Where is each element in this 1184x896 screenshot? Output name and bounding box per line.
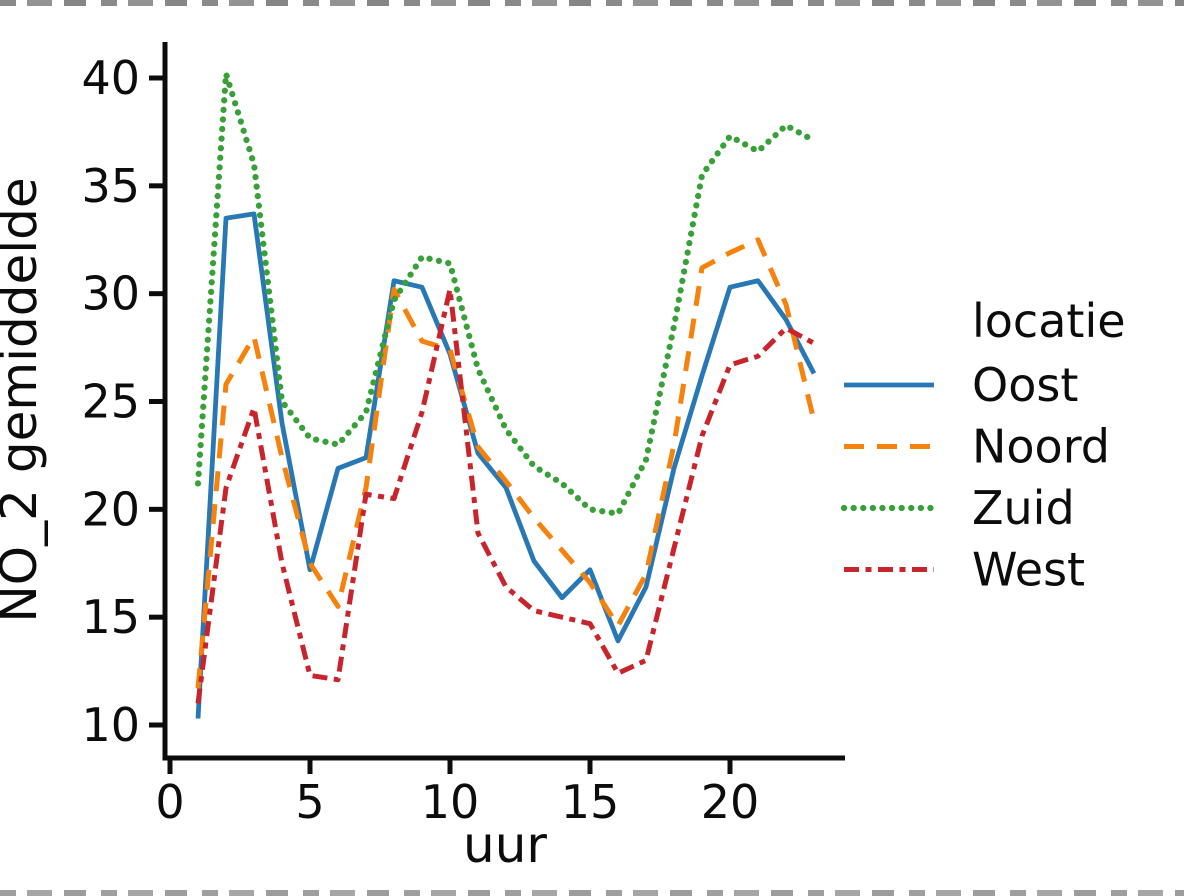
y-tick-label: 40 xyxy=(81,51,140,105)
legend-title: locatie xyxy=(972,294,1126,348)
y-tick-label: 25 xyxy=(81,375,140,429)
series-lines xyxy=(194,70,818,719)
x-tick-label: 20 xyxy=(701,775,760,829)
y-axis-label: NO_2 gemiddelde xyxy=(0,177,48,622)
top-edge-artifact xyxy=(0,0,1184,6)
x-tick-label: 10 xyxy=(421,775,480,829)
y-tick-label: 15 xyxy=(81,590,140,644)
axes: 0 5 10 15 20 10 15 20 25 30 35 40 xyxy=(81,42,845,829)
legend: locatie Oost Noord Zuid West xyxy=(840,294,1126,597)
legend-label-noord: Noord xyxy=(972,420,1110,474)
legend-label-oost: Oost xyxy=(972,358,1078,412)
y-tick-label: 30 xyxy=(81,267,140,321)
legend-label-zuid: Zuid xyxy=(972,481,1075,535)
x-tick-label: 0 xyxy=(155,775,184,829)
y-tick-label: 20 xyxy=(81,482,140,536)
x-axis-label: uur xyxy=(463,816,547,874)
series-line-noord xyxy=(195,237,817,689)
series-line-oost xyxy=(195,211,817,719)
x-tick-label: 15 xyxy=(561,775,620,829)
x-tick-label: 5 xyxy=(295,775,324,829)
series-line-zuid xyxy=(194,70,818,517)
y-tick-label: 35 xyxy=(81,159,140,213)
y-tick-label: 10 xyxy=(81,698,140,752)
bottom-edge-artifact xyxy=(0,890,1184,896)
legend-label-west: West xyxy=(972,543,1085,597)
series-line-west xyxy=(195,286,816,704)
legend-entries: Oost Noord Zuid West xyxy=(840,358,1110,597)
